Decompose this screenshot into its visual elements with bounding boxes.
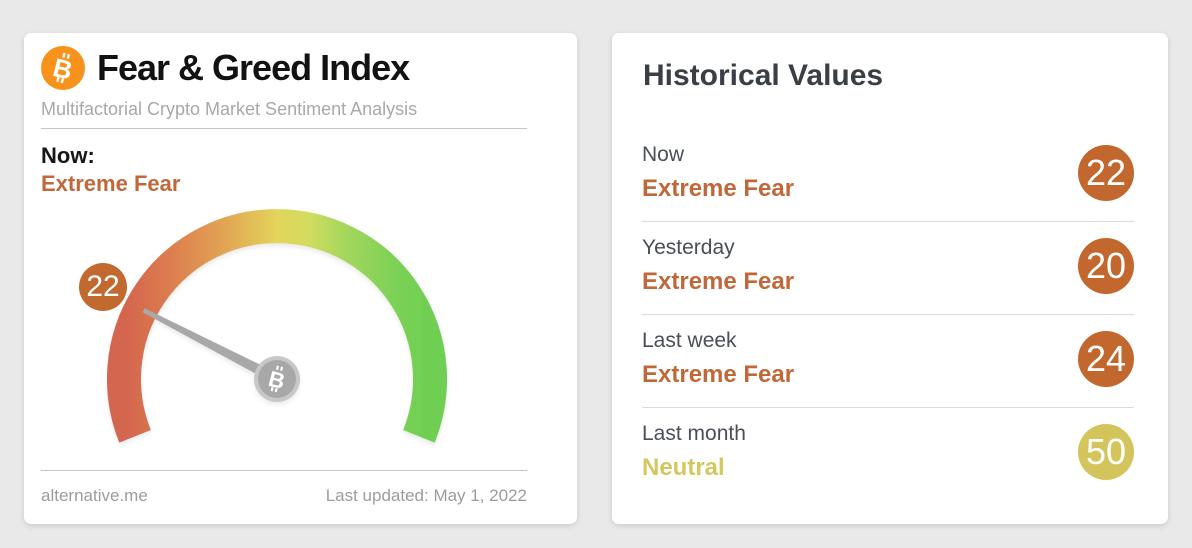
fear-greed-gauge: B	[107, 209, 447, 443]
page-title: Fear & Greed Index	[97, 47, 410, 88]
card-subtitle: Multifactorial Crypto Market Sentiment A…	[41, 99, 418, 119]
row-classification: Neutral	[642, 454, 725, 481]
row-period: Last week	[642, 329, 737, 352]
now-sentiment: Extreme Fear	[41, 171, 181, 196]
now-label: Now:	[41, 143, 95, 168]
svg-text:B: B	[266, 366, 287, 394]
historical-rows: Now Extreme Fear 22 Yesterday Extreme Fe…	[642, 129, 1134, 500]
bitcoin-icon: B	[41, 46, 85, 90]
row-value-badge: 24	[1078, 330, 1134, 387]
historical-values-title: Historical Values	[643, 59, 884, 92]
gauge-pivot: B	[254, 356, 300, 402]
bitcoin-pivot-icon: B	[266, 365, 287, 394]
row-period: Yesterday	[642, 236, 735, 259]
card-footer: alternative.me Last updated: May 1, 2022	[41, 485, 527, 507]
row-classification: Extreme Fear	[642, 268, 795, 295]
source-link[interactable]: alternative.me	[41, 486, 148, 505]
historical-row-now: Now Extreme Fear 22	[642, 129, 1134, 222]
historical-row-yesterday: Yesterday Extreme Fear 20	[642, 222, 1134, 315]
row-value-badge: 50	[1078, 423, 1134, 480]
card-header: B Fear & Greed Index	[41, 46, 410, 90]
gauge-needle	[142, 308, 280, 384]
gauge-value-badge: 22	[79, 263, 127, 311]
fear-greed-card: B Fear & Greed Index Multifactorial Cryp…	[24, 33, 577, 524]
last-updated: Last updated: May 1, 2022	[325, 486, 527, 505]
row-value-badge: 20	[1078, 237, 1134, 294]
row-value-badge: 22	[1078, 144, 1134, 201]
row-classification: Extreme Fear	[642, 361, 795, 388]
row-period: Now	[642, 143, 685, 166]
gauge-arc	[107, 209, 447, 443]
footer-divider	[41, 470, 527, 471]
historical-values-card: Historical Values Now Extreme Fear 22 Ye…	[612, 33, 1168, 524]
historical-row-last-month: Last month Neutral 50	[642, 408, 1134, 500]
header-divider	[41, 128, 527, 129]
row-period: Last month	[642, 422, 746, 445]
row-classification: Extreme Fear	[642, 175, 795, 202]
historical-row-last-week: Last week Extreme Fear 24	[642, 315, 1134, 408]
